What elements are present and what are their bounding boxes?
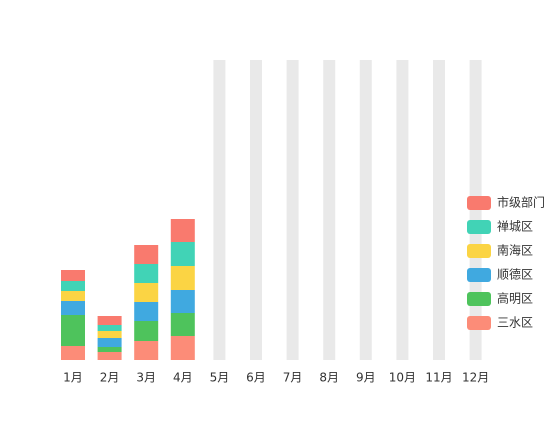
legend-swatch: [467, 268, 491, 282]
bar-segment: [61, 291, 85, 301]
bar-segment: [170, 336, 195, 360]
x-tick-label: 4月: [173, 371, 193, 385]
bar-segment: [134, 341, 159, 360]
bar-segment: [61, 301, 85, 315]
legend-label: 高明区: [497, 291, 533, 306]
empty-bar: [250, 60, 262, 360]
legend-label: 市级部门: [497, 195, 545, 210]
bar-segment: [134, 321, 159, 341]
legend-swatch: [467, 220, 491, 234]
bar-segment: [134, 245, 159, 264]
legend-swatch: [467, 316, 491, 330]
x-tick-label: 10月: [389, 371, 416, 385]
x-tick-label: 11月: [425, 371, 452, 385]
bar-segment: [61, 315, 85, 346]
legend-label: 禅城区: [497, 220, 533, 234]
empty-bar: [359, 60, 372, 360]
empty-bar: [213, 60, 226, 360]
legend-swatch: [467, 196, 491, 210]
bar-segment: [97, 331, 122, 338]
bar-segment: [170, 242, 195, 266]
legend-label: 三水区: [497, 316, 533, 330]
bar-segment: [97, 338, 122, 347]
bar-segment: [170, 219, 195, 242]
legend-label: 顺德区: [497, 267, 533, 282]
x-tick-label: 9月: [356, 371, 376, 385]
empty-bar: [433, 60, 445, 360]
bar-segment: [97, 325, 122, 331]
bar-segment: [170, 266, 195, 290]
x-tick-label: 1月: [63, 371, 83, 385]
empty-bar: [286, 60, 299, 360]
empty-bar: [396, 60, 409, 360]
x-tick-label: 8月: [319, 371, 339, 385]
x-tick-label: 5月: [210, 371, 230, 385]
bar-segment: [134, 283, 159, 302]
x-tick-label: 7月: [283, 371, 303, 385]
legend-swatch: [467, 244, 491, 258]
bar-segment: [134, 264, 159, 283]
x-tick-label: 6月: [246, 371, 266, 385]
x-tick-label: 3月: [136, 371, 156, 385]
bar-segment: [97, 316, 122, 325]
bar-segment: [170, 313, 195, 336]
legend-label: 南海区: [497, 243, 533, 258]
empty-bar: [323, 60, 336, 360]
bar-segment: [61, 270, 85, 281]
bar-segment: [97, 352, 122, 360]
x-tick-label: 12月: [462, 371, 489, 385]
bar-segment: [134, 302, 159, 321]
bar-segment: [61, 346, 85, 360]
x-tick-label: 2月: [100, 371, 120, 385]
bar-segment: [61, 281, 85, 291]
bar-segment: [170, 290, 195, 313]
legend-swatch: [467, 292, 491, 306]
bar-segment: [97, 347, 122, 352]
